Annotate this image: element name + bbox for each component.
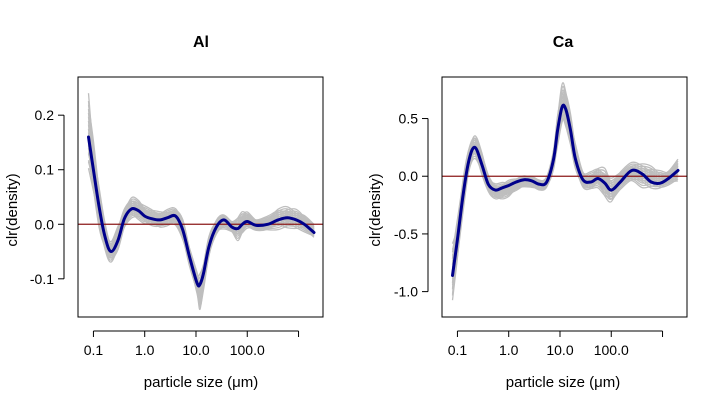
y-axis-label: clr(density) bbox=[4, 173, 21, 246]
bootstrap-curve bbox=[87, 108, 315, 293]
mean-curve bbox=[451, 103, 680, 277]
bootstrap-curve bbox=[87, 100, 315, 290]
y-tick-label: 0.1 bbox=[35, 162, 55, 178]
panel-ca: Ca particle size (μm) clr(density) 0.1 1.… bbox=[367, 34, 688, 391]
bootstrap-curve bbox=[87, 120, 315, 280]
y-tick-label: 0.0 bbox=[35, 216, 55, 232]
bootstrap-curve bbox=[451, 109, 679, 274]
bootstrap-curves bbox=[451, 82, 679, 301]
x-tick-label: 100.0 bbox=[230, 342, 265, 358]
y-tick-label: -0.1 bbox=[30, 271, 54, 287]
bootstrap-curve bbox=[451, 116, 679, 286]
bootstrap-curve bbox=[87, 112, 315, 287]
plot-area: 0.1 1.0 10.0 100.0 -0.1 0.0 0.1 0.2 bbox=[30, 76, 324, 358]
x-tick-label: 10.0 bbox=[546, 342, 573, 358]
y-tick-label: -1.0 bbox=[394, 284, 418, 300]
bootstrap-curve bbox=[451, 117, 679, 296]
plot-area: 0.1 1.0 10.0 100.0 -1.0 -0.5 0.0 0.5 bbox=[394, 76, 688, 358]
x-tick-label: 10.0 bbox=[182, 342, 209, 358]
y-tick-label: 0.0 bbox=[399, 168, 419, 184]
x-axis-label: particle size (μm) bbox=[506, 374, 621, 391]
y-axis: -1.0 -0.5 0.0 0.5 bbox=[394, 111, 429, 300]
bootstrap-curve bbox=[87, 113, 315, 277]
y-tick-label: 0.2 bbox=[35, 107, 55, 123]
x-axis-label: particle size (μm) bbox=[144, 374, 259, 391]
x-tick-label: 100.0 bbox=[594, 342, 629, 358]
x-axis: 0.1 1.0 10.0 100.0 bbox=[84, 330, 300, 358]
bootstrap-curve bbox=[451, 110, 679, 284]
bootstrap-curve bbox=[451, 114, 679, 290]
bootstrap-curve bbox=[87, 116, 315, 297]
y-axis-label: clr(density) bbox=[367, 173, 384, 246]
x-axis: 0.1 1.0 10.0 100.0 bbox=[448, 330, 664, 358]
bootstrap-curve bbox=[87, 121, 315, 291]
y-tick-label: 0.5 bbox=[399, 111, 419, 127]
y-axis: -0.1 0.0 0.1 0.2 bbox=[30, 107, 65, 287]
bootstrap-curve bbox=[87, 93, 315, 286]
panel-title: Ca bbox=[553, 34, 574, 51]
bootstrap-curve bbox=[451, 107, 679, 301]
bootstrap-curve bbox=[451, 112, 679, 280]
x-tick-label: 1.0 bbox=[135, 342, 155, 358]
x-tick-label: 0.1 bbox=[84, 342, 104, 358]
plot-frame bbox=[77, 76, 324, 318]
panel-title: Al bbox=[193, 34, 209, 51]
y-tick-label: -0.5 bbox=[394, 226, 418, 242]
bootstrap-curve bbox=[451, 107, 679, 278]
bootstrap-curve bbox=[451, 82, 679, 259]
x-tick-label: 0.1 bbox=[448, 342, 468, 358]
bootstrap-curve bbox=[451, 104, 679, 295]
mean-curve bbox=[87, 135, 316, 288]
panel-al: Al particle size (μm) clr(density) 0.1 1.… bbox=[4, 34, 324, 391]
x-tick-label: 1.0 bbox=[499, 342, 519, 358]
plot-frame bbox=[441, 76, 688, 318]
bootstrap-curve bbox=[87, 104, 315, 284]
bootstrap-curve bbox=[451, 100, 679, 289]
bootstrap-curve bbox=[87, 128, 315, 283]
